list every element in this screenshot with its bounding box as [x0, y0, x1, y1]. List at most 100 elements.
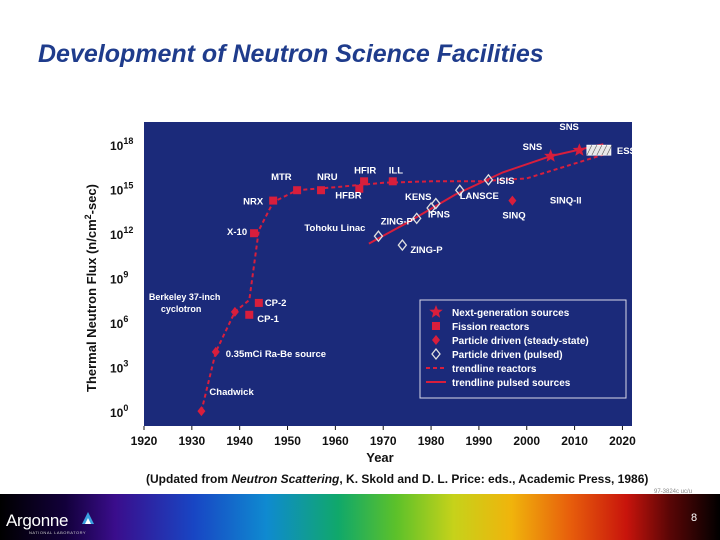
y-tick-base: 10 — [110, 184, 124, 198]
legend-swatch-square — [432, 322, 440, 330]
data-point-open-diamond — [373, 230, 384, 243]
y-tick-base: 10 — [110, 228, 124, 242]
data-point-square — [293, 186, 302, 195]
data-point-square — [254, 298, 263, 307]
y-tick-base: 10 — [110, 273, 124, 287]
ess-hatch-line — [596, 145, 603, 156]
legend-entry-label: Particle driven (pulsed) — [452, 350, 563, 361]
data-label: SINQ — [502, 211, 525, 222]
x-tick-label: 1980 — [418, 434, 445, 448]
x-tick-label: 2000 — [513, 434, 540, 448]
data-label: NRX — [243, 197, 264, 208]
data-label: Chadwick — [209, 387, 254, 398]
legend-swatch-star — [429, 305, 443, 318]
data-point-open-diamond — [397, 239, 408, 252]
y-tick-exponent: 6 — [123, 314, 128, 324]
data-point-square — [360, 177, 369, 186]
y-axis-label-main: Thermal Neutron Flux (n/cm — [84, 219, 99, 392]
data-label: 0.35mCi Ra-Be source — [226, 349, 326, 360]
data-point-diamond — [508, 195, 517, 206]
x-tick-label: 1920 — [131, 434, 158, 448]
x-tick-label: 2010 — [561, 434, 588, 448]
trendline-pulsed — [368, 143, 604, 245]
x-tick-label: 1960 — [322, 434, 349, 448]
y-tick-base: 10 — [110, 139, 124, 153]
credit-book-title: Neutron Scattering — [231, 472, 340, 486]
argonne-logo-text: Argonne — [6, 511, 69, 530]
y-tick-exponent: 9 — [123, 270, 128, 280]
data-label: ILL — [389, 165, 403, 176]
neutron-flux-chart: 1920 1930 1940 1950 1960 1970 1980 1990 2000 2010… — [83, 122, 636, 465]
ess-hatch-line — [606, 145, 613, 156]
legend-swatch-diamond — [432, 335, 440, 345]
y-tick-label: 1012 — [110, 225, 133, 242]
y-tick-label: 106 — [110, 314, 128, 331]
y-tick-exponent: 3 — [123, 359, 128, 369]
y-tick-label: 103 — [110, 359, 128, 376]
figure-code: 97-3824c uc/u — [654, 489, 693, 495]
data-label-berkeley-line2: cyclotron — [161, 304, 202, 314]
legend-frame — [419, 299, 627, 399]
data-point-open-diamond — [431, 197, 441, 210]
y-tick-exponent: 15 — [123, 181, 133, 191]
data-point-star — [572, 143, 586, 156]
spectrum-footer-bar — [0, 494, 720, 540]
data-label: ZING-P' — [381, 216, 415, 227]
y-axis-label-sup: 2 — [83, 214, 93, 219]
data-point-open-diamond — [483, 173, 494, 186]
data-label: KENS — [405, 192, 431, 203]
data-point-square — [317, 186, 326, 195]
legend-entry-label: Next-generation sources — [452, 308, 570, 319]
x-tick-label: 1950 — [274, 434, 301, 448]
data-label: CP-2 — [265, 298, 287, 309]
y-tick-exponent: 12 — [123, 225, 133, 235]
y-tick-label: 1018 — [110, 136, 133, 153]
data-label-berkeley-line1: Berkeley 37-inch — [149, 292, 221, 302]
data-label: SNS — [559, 122, 579, 133]
legend-swatch-open-diamond — [431, 347, 441, 361]
x-tick-label: 2020 — [609, 434, 636, 448]
slide-title: Development of Neutron Science Facilitie… — [38, 40, 544, 68]
data-point-diamond — [230, 306, 239, 317]
data-point-diamond — [197, 406, 206, 417]
y-tick-base: 10 — [110, 362, 124, 376]
data-point-diamond — [211, 346, 220, 357]
data-label: SINQ-II — [550, 196, 582, 207]
data-label: ESS — [617, 146, 636, 157]
y-tick-label: 100 — [110, 403, 128, 420]
y-tick-base: 10 — [110, 317, 124, 331]
data-point-square — [250, 229, 259, 238]
page-number: 8 — [691, 512, 698, 524]
data-label: ZING-P — [410, 245, 443, 256]
argonne-logo-triangle-icon — [82, 512, 94, 524]
data-label: SNS — [523, 142, 543, 153]
legend: Next-generation sources Fission reactors P… — [419, 299, 627, 399]
data-point-square — [269, 196, 278, 205]
ess-hatch-line — [601, 145, 608, 156]
ess-hatch-line — [586, 145, 593, 156]
ess-hatch-line — [591, 145, 598, 156]
x-tick-label: 1940 — [226, 434, 253, 448]
data-label: ISIS — [496, 176, 514, 187]
data-point-open-diamond — [454, 184, 465, 197]
legend-entry-label: trendline pulsed sources — [452, 378, 571, 389]
data-points: SNS SNS X-10 CP-2 CP-1 NRX MTR NRU HFBR HFIR ILL Ch… — [149, 122, 636, 417]
data-label: NRU — [317, 172, 338, 183]
x-tick-label: 1970 — [370, 434, 397, 448]
argonne-logo-subtext: NATIONAL LABORATORY — [29, 530, 87, 535]
data-point-square — [388, 177, 397, 186]
data-label: LANSCE — [460, 191, 499, 202]
legend-entry-label: Fission reactors — [452, 322, 530, 333]
data-label: IPNS — [428, 210, 450, 221]
y-axis-label: Thermal Neutron Flux (n/cm2-sec) — [83, 184, 99, 392]
data-label: X-10 — [227, 227, 247, 238]
credit-suffix: , K. Skold and D. L. Price: eds., Academ… — [339, 472, 649, 486]
figure-credit: (Updated from Neutron Scattering, K. Sko… — [146, 472, 648, 486]
data-label: HFIR — [354, 165, 376, 176]
credit-prefix: (Updated from — [146, 472, 232, 486]
y-tick-exponent: 0 — [123, 403, 128, 413]
y-axis-label-end: -sec) — [84, 184, 99, 214]
legend-entry-label: trendline reactors — [452, 364, 537, 375]
data-point-open-diamond — [411, 212, 422, 225]
